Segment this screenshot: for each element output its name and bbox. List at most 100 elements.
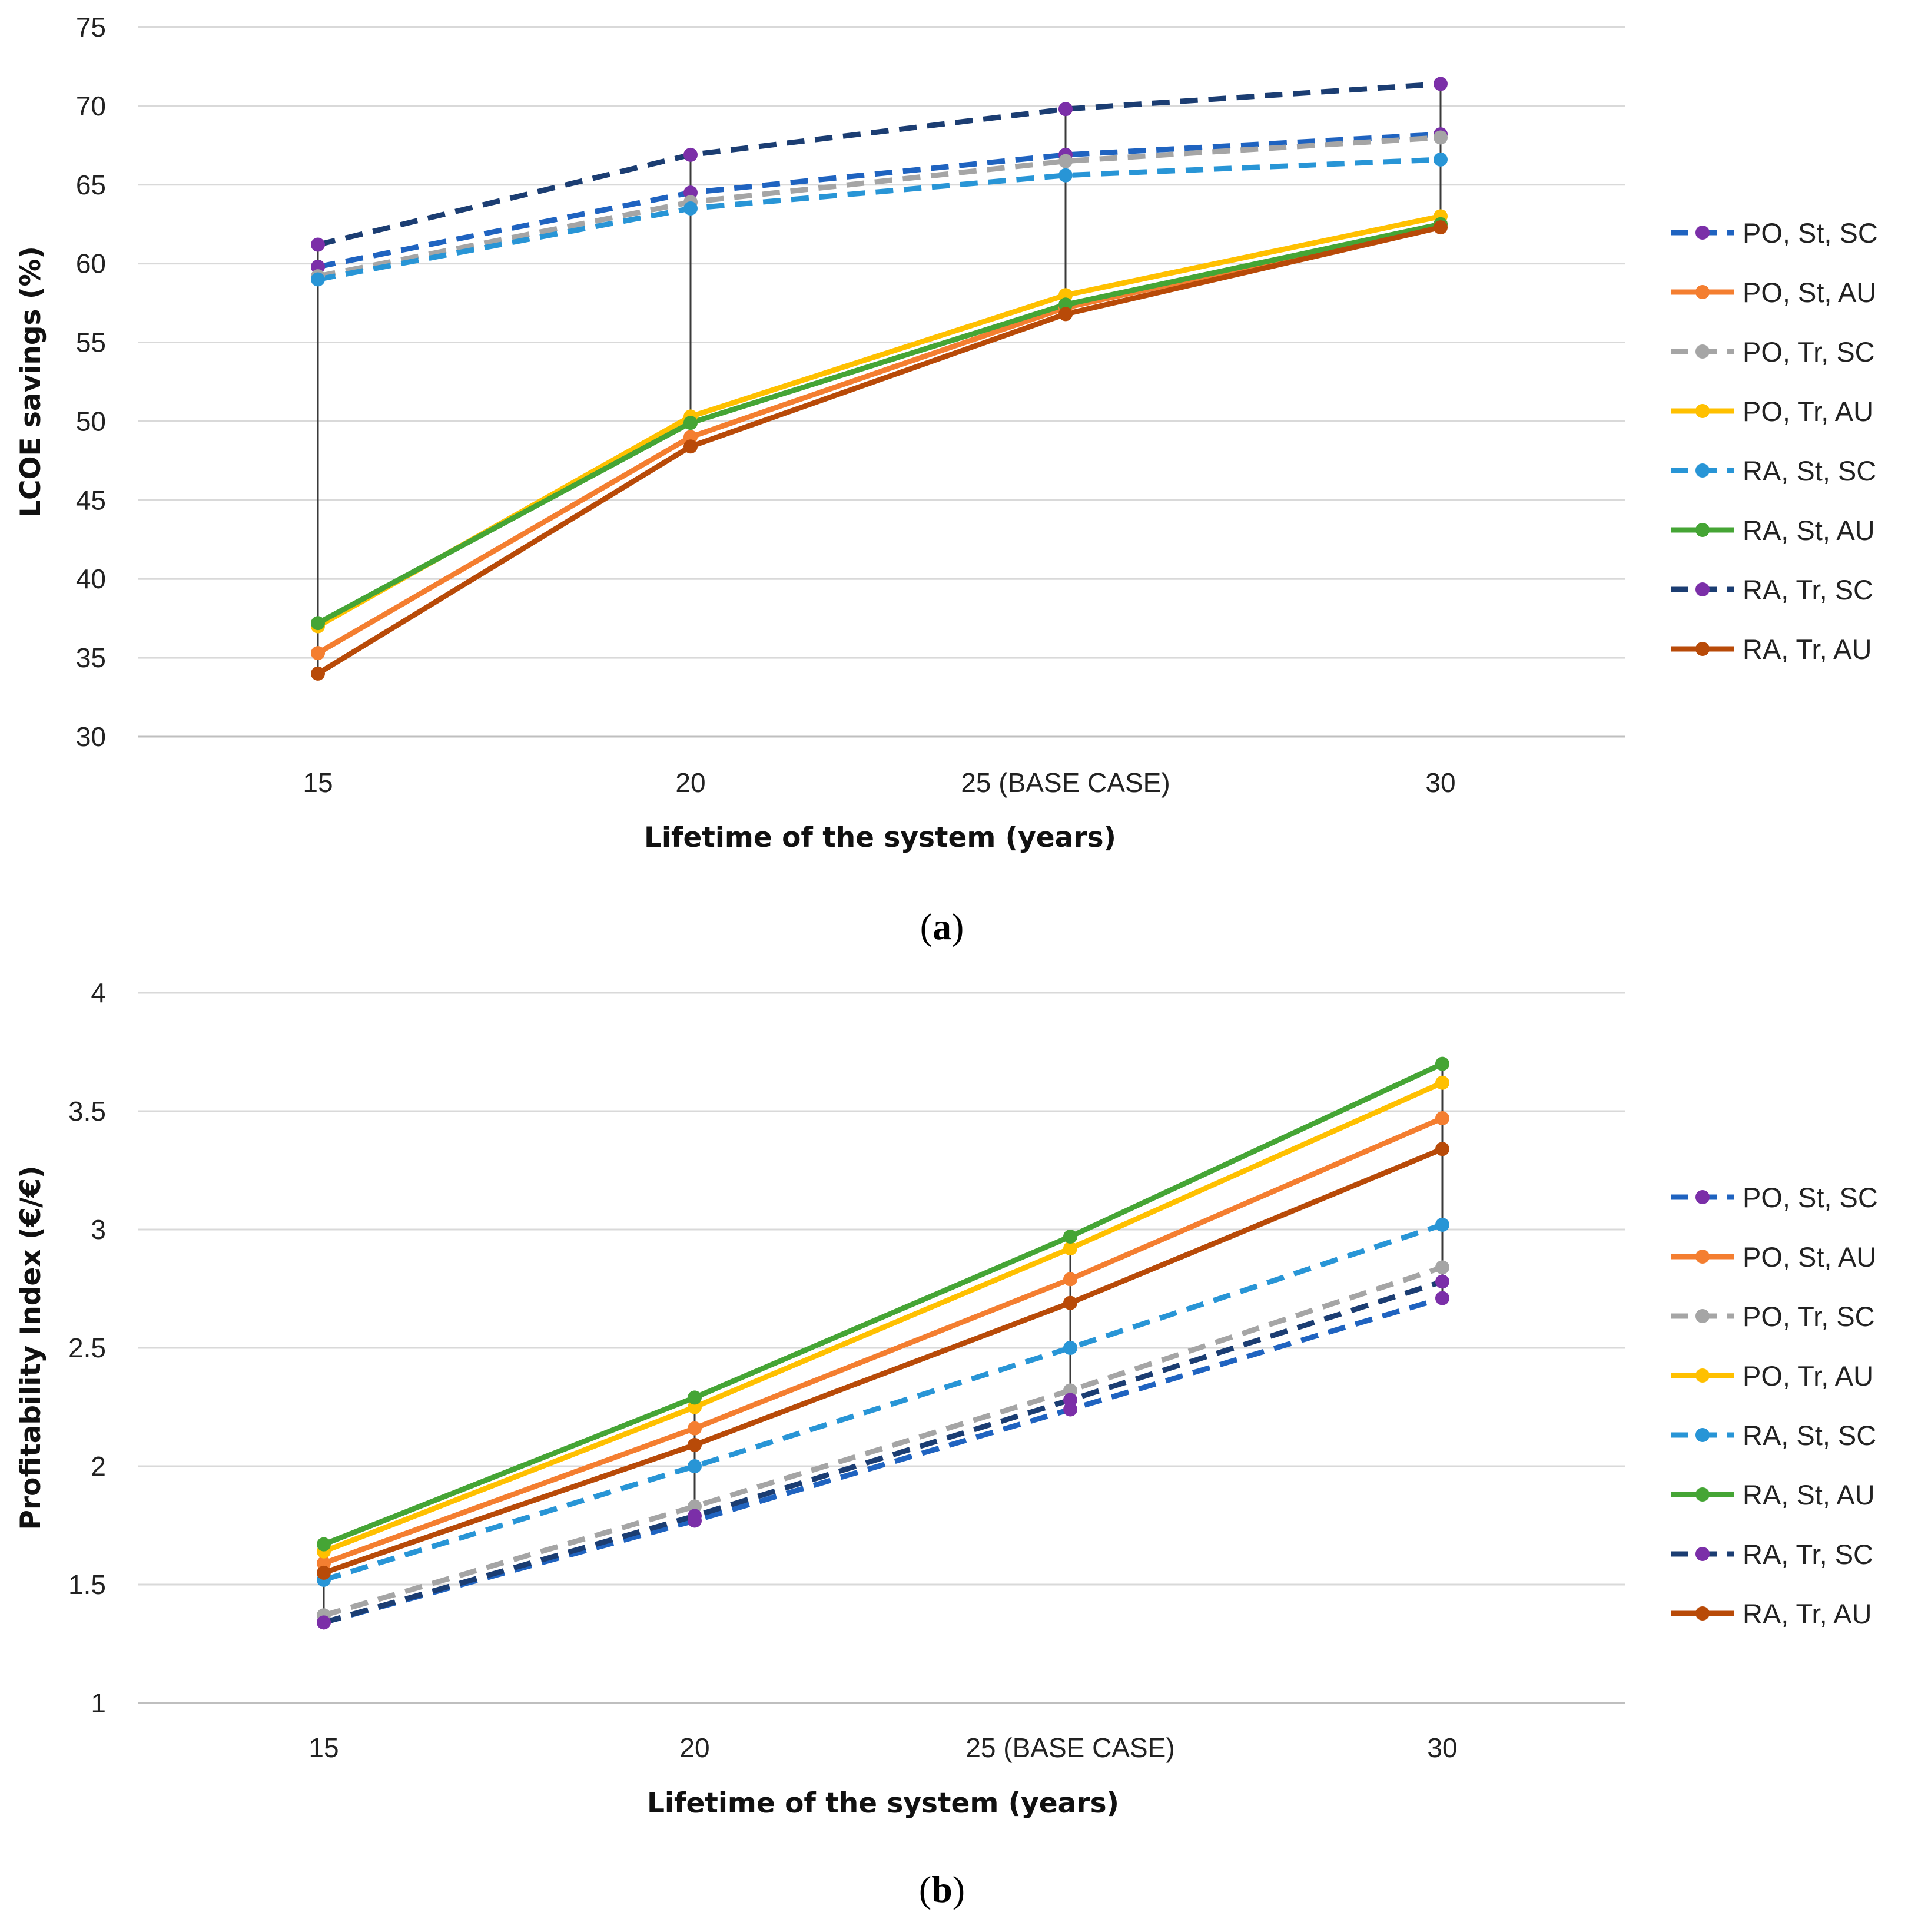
- panel-b-legend-marker: [1695, 1606, 1710, 1621]
- panel-a-legend-label: PO, Tr, AU: [1743, 396, 1873, 427]
- panel-b-caption-paren-open: (: [919, 1868, 931, 1910]
- panel-a-caption-letter: a: [933, 906, 951, 947]
- panel-a-data-point: [1058, 154, 1073, 168]
- panel-b-legend-marker: [1695, 1428, 1710, 1442]
- panel-b-legend-label: PO, Tr, SC: [1743, 1301, 1875, 1332]
- panel-b-x-tick-label: 30: [1427, 1732, 1457, 1763]
- panel-a-series-line: [315, 221, 1444, 656]
- panel-a-legend-label: PO, St, AU: [1743, 277, 1876, 308]
- panel-b-data-point: [688, 1459, 702, 1473]
- panel-b-data-point: [1063, 1241, 1077, 1256]
- panel-a-y-tick-label: 55: [76, 327, 106, 358]
- panel-b-legend-label: RA, St, AU: [1743, 1479, 1875, 1510]
- panel-b-legend: PO, St, SC PO, St, AU PO, Tr, SC PO, Tr, AU…: [1671, 1182, 1878, 1629]
- panel-a-legend-marker: [1695, 642, 1710, 656]
- panel-b-data-point: [1435, 1142, 1449, 1156]
- panel-b-data-point: [1435, 1260, 1449, 1275]
- panel-b-y-axis-title: Profitability Index (€/€): [15, 1165, 47, 1530]
- panel-a-legend-marker: [1695, 523, 1710, 537]
- panel-a-x-tick-label: 15: [303, 767, 333, 798]
- panel-a-x-tick-label: 25 (BASE CASE): [961, 767, 1170, 798]
- panel-a-y-tick-label: 65: [76, 170, 106, 200]
- panel-a-y-axis-title: LCOE savings (%): [15, 246, 47, 518]
- panel-a-caption-paren-open: (: [920, 906, 933, 947]
- panel-b-series-line: [321, 1115, 1445, 1566]
- panel-b-x-axis-title: Lifetime of the system (years): [647, 1787, 1119, 1820]
- panel-b-legend-label: RA, Tr, AU: [1743, 1598, 1872, 1629]
- panel-b-series-line: [321, 1080, 1445, 1555]
- panel-a-chart: 30 35 40 45 50 55 60 65 70 75 15 20 25 (BASE CASE) 30…: [15, 12, 1878, 947]
- panel-a-data-point: [311, 646, 325, 661]
- panel-b-series-line: [323, 1222, 1444, 1583]
- panel-b-caption-letter: b: [931, 1868, 953, 1910]
- panel-b-series-line: [321, 1146, 1445, 1576]
- panel-a-data-point: [683, 201, 698, 216]
- panel-a-x-tick-label: 30: [1425, 767, 1455, 798]
- panel-a-data-point: [683, 416, 698, 430]
- panel-b-data-point: [1435, 1111, 1449, 1126]
- panel-b-y-tick-label: 4: [91, 977, 106, 1008]
- panel-a-legend-label: RA, St, SC: [1743, 455, 1876, 486]
- panel-a-legend-label: PO, Tr, SC: [1743, 336, 1875, 367]
- panel-a-data-point: [1058, 168, 1073, 183]
- panel-a-legend-label: RA, Tr, AU: [1743, 634, 1872, 665]
- panel-b-legend-marker: [1695, 1368, 1710, 1383]
- panel-b-data-point: [688, 1390, 702, 1405]
- panel-b-legend-marker: [1695, 1487, 1710, 1502]
- panel-a-x-axis-title: Lifetime of the system (years): [644, 821, 1116, 854]
- panel-b-y-tick-label: 2: [91, 1451, 106, 1482]
- panel-b-series-line: [323, 1265, 1444, 1618]
- panel-a-data-point: [311, 616, 325, 631]
- panel-b-data-point: [1435, 1274, 1449, 1289]
- panel-a-y-tick-label: 30: [76, 721, 106, 752]
- panel-a-data-point: [311, 666, 325, 681]
- panel-a-y-tick-label: 75: [76, 12, 106, 42]
- panel-b-legend-label: RA, Tr, SC: [1743, 1539, 1873, 1570]
- panel-b-chart: 1 1.5 2 2.5 3 3.5 4 15 20 25 (BASE CASE) 30 Lifetim…: [15, 977, 1878, 1910]
- panel-a-series-line: [317, 81, 1441, 247]
- panel-b-legend-label: RA, St, SC: [1743, 1420, 1876, 1451]
- panel-b-data-point: [688, 1509, 702, 1523]
- panel-b-caption: (b): [919, 1868, 965, 1910]
- panel-a-legend-label: RA, St, AU: [1743, 515, 1875, 546]
- panel-a-caption-paren-close: ): [951, 906, 964, 947]
- panel-a-y-tick-label: 60: [76, 248, 106, 279]
- panel-a-data-point: [683, 147, 698, 162]
- panel-a-data-point: [1434, 220, 1448, 235]
- panel-b-data-point: [317, 1565, 331, 1580]
- panel-b-data-point: [1435, 1075, 1449, 1090]
- panel-b-data-point: [1435, 1291, 1449, 1305]
- panel-b-legend-marker: [1695, 1547, 1710, 1561]
- panel-a-data-point: [311, 272, 325, 287]
- panel-a-data-point: [1434, 152, 1448, 167]
- panel-a-legend-marker: [1695, 285, 1710, 299]
- panel-b-y-tick-label: 3: [91, 1214, 106, 1245]
- panel-b-y-tick-label: 3.5: [68, 1096, 106, 1126]
- panel-a-legend-label: RA, Tr, SC: [1743, 574, 1873, 605]
- panel-b-legend-marker: [1695, 1190, 1710, 1204]
- panel-a-legend-label: PO, St, SC: [1743, 217, 1878, 248]
- panel-b-y-tick-label: 2.5: [68, 1333, 106, 1363]
- panel-b-data-point: [1063, 1230, 1077, 1244]
- panel-b-data-point: [1063, 1295, 1077, 1310]
- panel-a-y-tick-label: 50: [76, 406, 106, 436]
- panel-b-series-line: [321, 1061, 1445, 1547]
- panel-a-data-point: [311, 237, 325, 252]
- panel-a-legend: PO, St, SC PO, St, AU PO, Tr, SC PO, Tr, AU…: [1671, 217, 1878, 665]
- panel-a-y-tick-label: 70: [76, 91, 106, 121]
- panel-a-caption: (a): [920, 906, 964, 947]
- panel-a-x-tick-label: 20: [675, 767, 705, 798]
- panel-a-series-line: [317, 131, 1441, 270]
- panel-b-legend-marker: [1695, 1309, 1710, 1323]
- panel-b-x-tick-label: 20: [679, 1732, 709, 1763]
- panel-a-data-point: [683, 439, 698, 454]
- panel-b-data-point: [1063, 1393, 1077, 1407]
- panel-a-series-line: [315, 221, 1444, 626]
- panel-a-data-point: [1434, 77, 1448, 91]
- panel-a-y-tick-label: 45: [76, 485, 106, 515]
- panel-b-caption-paren-close: ): [953, 1868, 965, 1910]
- panel-a-legend-marker: [1695, 344, 1710, 359]
- panel-b-legend-label: PO, St, AU: [1743, 1241, 1876, 1272]
- panel-a-legend-marker: [1695, 582, 1710, 596]
